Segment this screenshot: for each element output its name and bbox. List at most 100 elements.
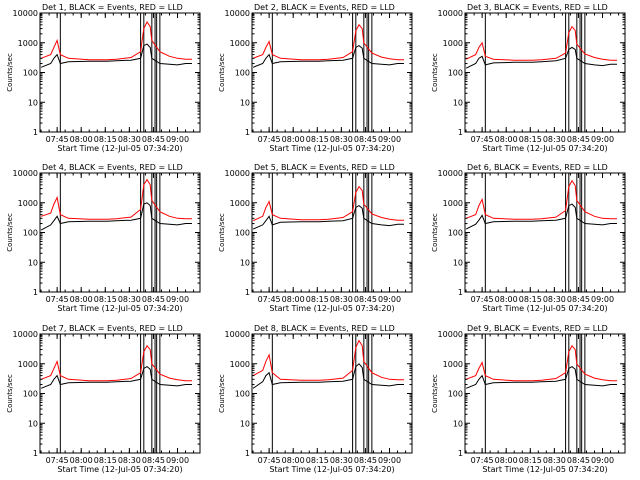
x-tick-label: 07:45 (46, 135, 69, 144)
y-tick-label: 100 (235, 390, 250, 399)
y-tick-label: 100 (448, 390, 463, 399)
x-tick-label: 07:45 (471, 135, 494, 144)
x-tick-label: 09:00 (166, 456, 189, 465)
y-tick-label: 100 (23, 229, 38, 238)
y-tick-label: 10000 (225, 9, 250, 18)
x-axis-label: Start Time (12-Jul-05 07:34:20) (57, 304, 182, 313)
y-tick-label: 100 (448, 69, 463, 78)
x-tick-label: 08:00 (495, 135, 518, 144)
y-tick-label: 1000 (18, 199, 38, 208)
series-line-lld (465, 344, 617, 382)
series-line-events (465, 203, 617, 230)
plot-frame (464, 333, 626, 454)
y-axis-label: Counts/sec (431, 213, 439, 252)
y-tick-label: 10 (240, 419, 250, 428)
series-line-events (40, 43, 192, 68)
y-tick-label: 10000 (225, 169, 250, 178)
detector-panel: 1 10 100 1000 10000 07:45 08:00 08:15 08:30 08:45… (218, 3, 413, 153)
x-tick-label: 09:00 (378, 135, 401, 144)
x-tick-label: 08:30 (118, 135, 141, 144)
y-tick-label: 1 (458, 449, 463, 458)
y-tick-label: 1000 (230, 199, 250, 208)
y-tick-label: 100 (235, 229, 250, 238)
y-tick-label: 1000 (443, 360, 463, 369)
x-tick-label: 08:15 (94, 295, 117, 304)
y-tick-label: 100 (23, 69, 38, 78)
x-tick-label: 09:00 (378, 295, 401, 304)
detector-panel: 1 10 100 1000 10000 07:45 08:00 08:15 08:30 08:45… (431, 3, 626, 153)
panel-title: Det 9, BLACK = Events, RED = LLD (467, 324, 608, 333)
detector-panel: 1 10 100 1000 10000 07:45 08:00 08:15 08:30 08:45… (218, 163, 413, 313)
series-line-lld (40, 178, 192, 220)
x-tick-label: 08:00 (282, 295, 305, 304)
x-tick-label: 08:15 (519, 456, 542, 465)
y-tick-label: 1 (245, 128, 250, 137)
x-tick-label: 08:30 (330, 456, 353, 465)
x-tick-label: 09:00 (378, 456, 401, 465)
y-tick-label: 1 (33, 128, 38, 137)
x-tick-label: 07:45 (46, 456, 69, 465)
y-tick-label: 1 (245, 449, 250, 458)
y-tick-label: 10000 (225, 330, 250, 339)
y-tick-label: 10 (28, 98, 38, 107)
x-tick-label: 09:00 (166, 135, 189, 144)
x-tick-label: 08:15 (94, 135, 117, 144)
panel-title: Det 5, BLACK = Events, RED = LLD (254, 163, 395, 172)
x-tick-label: 08:30 (330, 135, 353, 144)
x-tick-label: 08:00 (70, 135, 93, 144)
y-axis-label: Counts/sec (218, 374, 226, 413)
detector-panel: 1 10 100 1000 10000 07:45 08:00 08:15 08:30 08:45… (431, 324, 626, 474)
detector-panel: 1 10 100 1000 10000 07:45 08:00 08:15 08:30 08:45… (6, 324, 201, 474)
series-line-events (252, 204, 404, 230)
y-tick-label: 10 (453, 98, 463, 107)
series-line-lld (252, 185, 404, 222)
x-tick-label: 08:00 (70, 295, 93, 304)
y-axis-label: Counts/sec (218, 213, 226, 252)
series-line-events (252, 44, 404, 68)
x-tick-label: 07:45 (471, 456, 494, 465)
series-line-events (40, 202, 192, 231)
series-line-lld (465, 25, 617, 61)
x-axis-label: Start Time (12-Jul-05 07:34:20) (269, 144, 394, 153)
x-axis-label: Start Time (12-Jul-05 07:34:20) (57, 144, 182, 153)
panel-title: Det 3, BLACK = Events, RED = LLD (467, 3, 608, 12)
x-tick-label: 07:45 (46, 295, 69, 304)
panel-title: Det 4, BLACK = Events, RED = LLD (42, 163, 183, 172)
y-tick-label: 1 (33, 288, 38, 297)
x-axis-label: Start Time (12-Jul-05 07:34:20) (482, 465, 607, 474)
x-tick-label: 08:45 (142, 295, 165, 304)
detector-panel: 1 10 100 1000 10000 07:45 08:00 08:15 08:30 08:45… (6, 163, 201, 313)
x-tick-label: 08:45 (142, 456, 165, 465)
y-tick-label: 1 (245, 288, 250, 297)
detector-panel: 1 10 100 1000 10000 07:45 08:00 08:15 08:30 08:45… (6, 3, 201, 153)
plot-frame (464, 172, 626, 293)
x-tick-label: 08:45 (567, 295, 590, 304)
plot-frame (251, 172, 413, 293)
series-line-lld (252, 339, 404, 381)
x-tick-label: 08:15 (306, 135, 329, 144)
panel-title: Det 8, BLACK = Events, RED = LLD (254, 324, 395, 333)
y-tick-label: 1 (33, 449, 38, 458)
x-tick-label: 08:30 (330, 295, 353, 304)
y-tick-label: 10 (28, 419, 38, 428)
x-tick-label: 08:30 (543, 456, 566, 465)
y-tick-label: 1 (458, 128, 463, 137)
y-tick-label: 10000 (438, 169, 463, 178)
y-axis-label: Counts/sec (431, 53, 439, 92)
x-tick-label: 08:15 (306, 456, 329, 465)
detector-panel: 1 10 100 1000 10000 07:45 08:00 08:15 08:30 08:45… (218, 324, 413, 474)
y-tick-label: 100 (235, 69, 250, 78)
series-line-lld (465, 179, 617, 220)
plot-frame (39, 172, 201, 293)
x-tick-label: 08:00 (282, 135, 305, 144)
plot-frame (39, 12, 201, 133)
x-axis-label: Start Time (12-Jul-05 07:34:20) (482, 304, 607, 313)
y-tick-label: 1000 (18, 39, 38, 48)
x-tick-label: 08:45 (567, 456, 590, 465)
x-axis-label: Start Time (12-Jul-05 07:34:20) (482, 144, 607, 153)
x-axis-label: Start Time (12-Jul-05 07:34:20) (269, 304, 394, 313)
y-tick-label: 10000 (13, 330, 38, 339)
x-tick-label: 08:45 (354, 295, 377, 304)
y-tick-label: 10000 (438, 9, 463, 18)
